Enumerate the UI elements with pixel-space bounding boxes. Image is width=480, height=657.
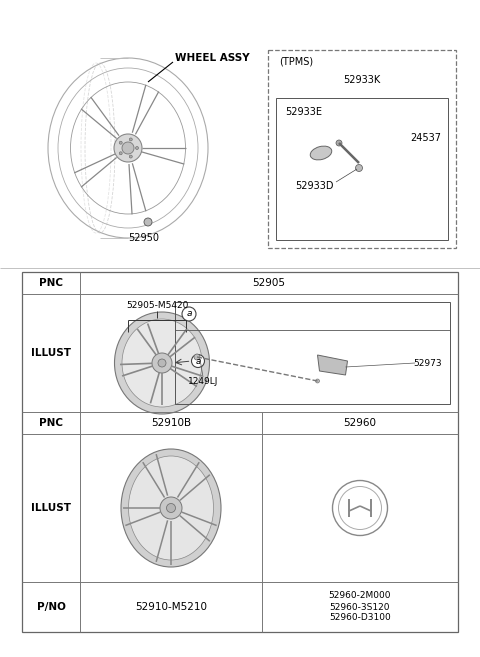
Ellipse shape [115, 312, 209, 414]
Text: 52910B: 52910B [151, 418, 191, 428]
Text: 52960-3S120: 52960-3S120 [330, 602, 390, 612]
Bar [268, 50, 456, 248]
Ellipse shape [129, 456, 214, 560]
Circle shape [167, 503, 176, 512]
Text: PNC: PNC [39, 278, 63, 288]
Circle shape [356, 164, 362, 171]
Circle shape [122, 142, 134, 154]
Text: P/NO: P/NO [36, 602, 65, 612]
Circle shape [182, 307, 196, 321]
Text: 52960: 52960 [344, 418, 376, 428]
Circle shape [192, 355, 204, 367]
Polygon shape [317, 355, 348, 375]
Text: a: a [195, 357, 201, 365]
Ellipse shape [122, 319, 202, 407]
Text: 52933D: 52933D [295, 181, 333, 191]
Text: 52933K: 52933K [343, 75, 381, 85]
Circle shape [194, 354, 200, 360]
Text: a: a [186, 309, 192, 319]
Text: 1249LJ: 1249LJ [188, 376, 218, 386]
Text: 52910-M5210: 52910-M5210 [135, 602, 207, 612]
Bar [276, 98, 448, 240]
Circle shape [129, 138, 132, 141]
Text: 52905-M5420: 52905-M5420 [126, 302, 188, 311]
Circle shape [158, 359, 166, 367]
Circle shape [144, 218, 152, 226]
Circle shape [160, 497, 182, 519]
Ellipse shape [310, 146, 332, 160]
Circle shape [336, 140, 342, 146]
Text: 52905: 52905 [252, 278, 286, 288]
Circle shape [119, 152, 122, 155]
Text: ILLUST: ILLUST [31, 503, 71, 513]
Text: 52960-2M000: 52960-2M000 [329, 591, 391, 600]
Circle shape [135, 147, 139, 150]
Text: ILLUST: ILLUST [31, 348, 71, 358]
Text: WHEEL ASSY: WHEEL ASSY [175, 53, 250, 63]
Circle shape [114, 134, 142, 162]
Text: 52950: 52950 [129, 233, 159, 243]
Text: 52973: 52973 [414, 359, 442, 367]
Circle shape [129, 155, 132, 158]
Bar [175, 302, 450, 404]
Text: 52960-D3100: 52960-D3100 [329, 614, 391, 622]
Circle shape [315, 379, 320, 383]
Ellipse shape [121, 449, 221, 567]
Bar [22, 272, 458, 632]
Text: 52933E: 52933E [286, 107, 323, 117]
Text: 24537: 24537 [410, 133, 442, 143]
Text: PNC: PNC [39, 418, 63, 428]
Text: (TPMS): (TPMS) [279, 57, 313, 67]
Circle shape [119, 141, 122, 144]
Circle shape [152, 353, 172, 373]
